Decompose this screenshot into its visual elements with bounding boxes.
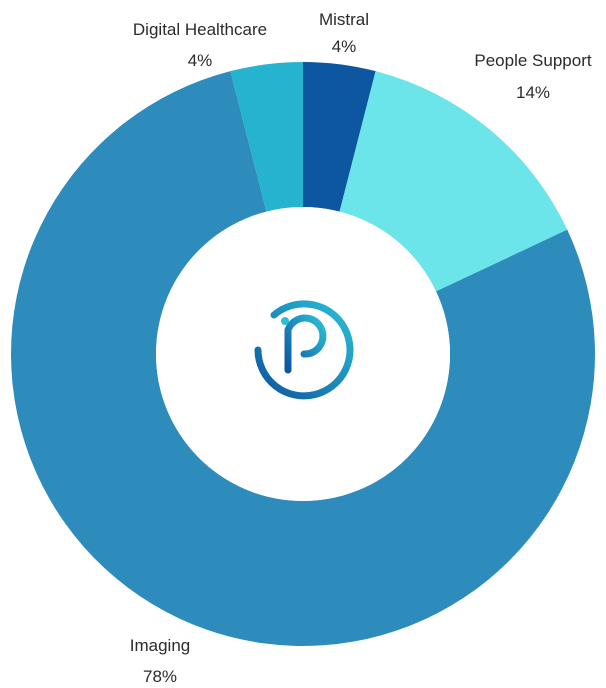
donut-slices — [10, 62, 595, 646]
slice-label-people-support: People Support — [474, 51, 591, 70]
slice-label-digital-healthcare: Digital Healthcare — [133, 20, 267, 39]
slice-value-mistral: 4% — [332, 37, 357, 56]
logo-inner-p — [284, 314, 327, 374]
slice-label-mistral: Mistral — [319, 10, 369, 29]
p-logo-icon — [254, 300, 354, 400]
slice-value-people-support: 14% — [516, 83, 550, 102]
slice-label-imaging: Imaging — [130, 636, 190, 655]
slice-value-digital-healthcare: 4% — [188, 51, 213, 70]
slice-digital-healthcare — [230, 62, 303, 212]
logo-outer-arc — [254, 300, 354, 400]
slice-people-support — [339, 71, 568, 292]
logo-dot — [281, 317, 289, 325]
slice-labels: Mistral 4% People Support 14% Imaging 78… — [130, 10, 592, 686]
slice-value-imaging: 78% — [143, 667, 177, 686]
slice-mistral — [303, 62, 376, 212]
slice-imaging — [10, 71, 595, 646]
